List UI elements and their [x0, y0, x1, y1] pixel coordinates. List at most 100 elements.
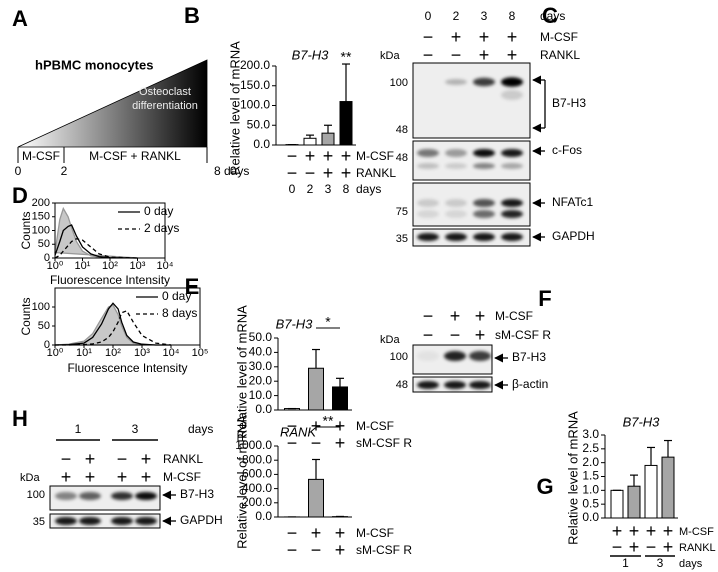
condition-sign: + [141, 449, 152, 469]
condition-sign: − [612, 537, 623, 557]
blot-band [417, 381, 439, 389]
condition-sign: + [335, 540, 346, 560]
condition-label: M-CSF [356, 526, 394, 540]
condition-sign: + [141, 467, 152, 487]
y-tick-label: 400.0 [242, 481, 272, 495]
condition-sign: + [117, 467, 128, 487]
size-marker: 48 [396, 152, 408, 164]
y-tick-label: 100 [32, 224, 50, 236]
y-tick-label: 0.0 [253, 137, 270, 151]
y-tick-label: 50 [38, 238, 50, 250]
condition-sign: − [287, 523, 298, 543]
y-tick-label: 50.0 [247, 117, 271, 131]
blot-band [501, 210, 523, 218]
condition-sign: − [287, 540, 298, 560]
panel-a-title: hPBMC monocytes [35, 57, 153, 72]
blot-band [417, 149, 439, 157]
significance: ** [341, 49, 352, 65]
condition-label: RANKL [356, 166, 396, 180]
kda-label: kDa [380, 50, 400, 62]
blot [49, 513, 161, 529]
x-tick-label: 0 [289, 182, 296, 196]
blot-band [55, 492, 77, 500]
blot-band [501, 149, 523, 157]
protein-label: β-actin [512, 377, 548, 391]
x-tick-label: 10³ [134, 347, 150, 359]
condition-label: sM-CSF R [495, 328, 551, 342]
protein-label: NFATc1 [552, 195, 593, 209]
condition-sign: − [423, 325, 434, 345]
blot-band [444, 351, 466, 361]
legend-label: 2 days [144, 221, 179, 235]
panel-label: E [185, 274, 200, 299]
y-tick-label: 1000.0 [235, 438, 272, 452]
y-tick-label: 0.0 [255, 402, 272, 416]
condition-sign: − [287, 163, 298, 183]
blot-band [55, 517, 77, 525]
lane-label: 3 [481, 9, 488, 23]
blot-band [135, 517, 157, 525]
y-tick-label: 10.0 [249, 388, 273, 402]
chart-title: B7-H3 [623, 414, 661, 429]
condition-label: M-CSF [540, 30, 578, 44]
x-tick-label: 10¹ [75, 260, 91, 272]
bar [332, 386, 348, 411]
x-tick-label: 10¹ [76, 347, 92, 359]
size-marker: 75 [396, 206, 408, 218]
x-tick-label: 3 [325, 182, 332, 196]
y-tick-label: 0 [44, 252, 50, 264]
condition-sign: + [85, 449, 96, 469]
blot-band [501, 90, 523, 100]
chart-title: B7-H3 [276, 316, 314, 331]
condition-sign: − [61, 449, 72, 469]
y-tick-label: 1.0 [582, 483, 599, 497]
blot-band [473, 77, 495, 87]
size-marker: 100 [390, 77, 408, 89]
protein-label: GAPDH [552, 229, 595, 243]
blot-band [417, 163, 439, 169]
condition-sign: + [451, 27, 462, 47]
protein-label: B7-H3 [180, 487, 214, 501]
blot-band [445, 210, 467, 218]
blot-band [473, 163, 495, 169]
blot-band [473, 149, 495, 157]
lane-label: 8 [509, 9, 516, 23]
condition-sign: + [479, 45, 490, 65]
y-tick-label: 100 [32, 301, 50, 313]
size-marker: 100 [27, 489, 45, 501]
size-marker: 35 [33, 516, 45, 528]
blot-band [417, 351, 439, 361]
condition-sign: + [335, 416, 346, 436]
condition-sign: + [507, 45, 518, 65]
condition-sign: + [311, 416, 322, 436]
blot-band [417, 210, 439, 218]
condition-label: RANKL [679, 542, 716, 554]
x-tick-label: 8 [343, 182, 350, 196]
blot-band [501, 77, 523, 87]
bar [308, 478, 324, 518]
x-axis-label: Fluorescence Intensity [67, 361, 187, 375]
condition-label: sM-CSF R [356, 436, 412, 450]
x-axis-label: Fluorescence Intensity [50, 273, 170, 287]
group-axis-label: days [679, 558, 703, 570]
y-tick-label: 1.5 [582, 469, 599, 483]
condition-sign: + [341, 146, 352, 166]
phase-label: M-CSF [22, 149, 60, 163]
time-label: 8 days [214, 164, 249, 178]
y-tick-label: 200 [32, 197, 50, 209]
blot-band [445, 163, 467, 169]
lane-label: 0 [425, 9, 432, 23]
protein-label: B7-H3 [512, 350, 546, 364]
condition-sign: + [629, 537, 640, 557]
condition-sign: + [663, 537, 674, 557]
blot-band [79, 492, 101, 500]
condition-sign: − [287, 416, 298, 436]
condition-label: M-CSF [495, 309, 533, 323]
legend-label: 8 days [162, 306, 197, 320]
y-axis-label: Counts [19, 211, 33, 249]
condition-sign: + [646, 521, 657, 541]
bar [321, 132, 335, 146]
size-marker: 48 [396, 379, 408, 391]
bar [661, 456, 675, 519]
